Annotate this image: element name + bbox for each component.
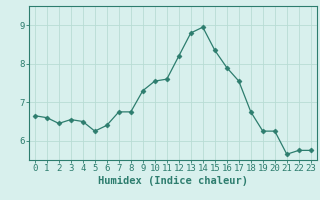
X-axis label: Humidex (Indice chaleur): Humidex (Indice chaleur): [98, 176, 248, 186]
